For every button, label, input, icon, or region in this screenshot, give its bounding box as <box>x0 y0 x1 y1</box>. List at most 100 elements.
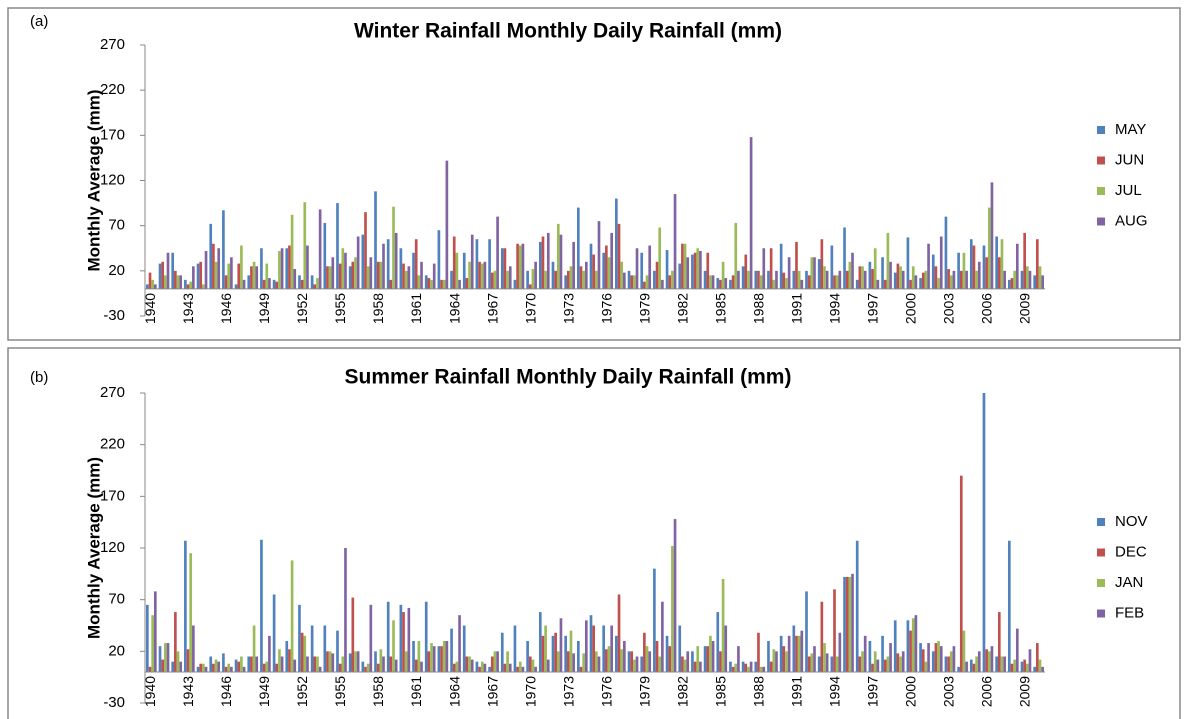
bar <box>937 641 940 672</box>
x-tick-label: 2003 <box>941 293 957 324</box>
bar <box>354 651 357 672</box>
bar <box>863 635 867 672</box>
bar <box>462 625 466 672</box>
bar <box>161 659 165 672</box>
x-tick-label: 1970 <box>522 293 538 324</box>
bar <box>285 248 289 289</box>
bar <box>678 625 682 672</box>
bar <box>686 257 690 289</box>
bar <box>655 641 659 672</box>
bar <box>817 259 821 289</box>
x-tick-label: 1946 <box>218 676 234 707</box>
bar <box>749 137 753 289</box>
bar <box>775 270 778 289</box>
bar <box>582 653 585 672</box>
bar <box>795 635 798 672</box>
bar <box>681 243 684 289</box>
x-tick-label: 1976 <box>598 293 614 324</box>
bar <box>737 270 740 289</box>
bar <box>455 252 459 289</box>
bar <box>528 656 532 672</box>
bar <box>747 666 750 672</box>
bar <box>1000 239 1004 289</box>
bar <box>623 641 626 672</box>
bar <box>767 270 770 289</box>
bar <box>881 257 884 289</box>
bar <box>146 604 149 672</box>
bar <box>356 651 360 672</box>
bar <box>424 601 428 672</box>
bar <box>584 261 588 289</box>
bar <box>179 275 183 289</box>
bar <box>230 257 233 289</box>
bar <box>414 239 418 289</box>
bar <box>171 252 175 289</box>
bar <box>855 540 859 672</box>
bar <box>326 266 329 289</box>
bar <box>445 160 449 289</box>
bar <box>876 659 880 672</box>
bar <box>493 270 497 289</box>
bar <box>450 270 453 289</box>
bar <box>661 601 664 672</box>
bar <box>737 646 740 672</box>
bar <box>807 656 811 672</box>
bar <box>521 666 525 672</box>
bar <box>823 266 826 289</box>
bar <box>323 625 327 672</box>
bar <box>919 643 922 672</box>
bar <box>351 597 355 672</box>
bar <box>356 236 360 289</box>
bar <box>782 646 786 672</box>
bar <box>490 272 494 289</box>
bar <box>792 270 796 289</box>
bar <box>931 651 935 672</box>
bar <box>643 281 646 289</box>
bar <box>577 207 580 289</box>
bar <box>721 579 725 672</box>
bar <box>731 666 735 672</box>
y-tick-label: 170 <box>100 126 125 143</box>
bar <box>214 659 218 672</box>
bar <box>871 663 874 672</box>
bar <box>883 659 887 672</box>
y-tick-label: 70 <box>108 591 125 608</box>
bar <box>924 270 928 289</box>
bar <box>556 651 560 672</box>
bar <box>997 257 1001 289</box>
bar <box>176 651 180 672</box>
bar <box>1000 656 1004 672</box>
bar <box>551 261 555 289</box>
x-tick-label: 1940 <box>142 676 158 707</box>
bar <box>414 659 418 672</box>
bar <box>164 275 167 289</box>
bar <box>468 656 471 672</box>
bar <box>906 620 910 672</box>
bar <box>184 540 187 672</box>
x-tick-label: 1988 <box>750 293 766 324</box>
bar <box>1003 656 1006 672</box>
bar <box>526 641 529 672</box>
bar <box>202 284 205 289</box>
y-tick-label: -30 <box>103 307 125 324</box>
bar <box>899 266 902 289</box>
panel-label: (b) <box>30 369 48 386</box>
bar <box>1003 270 1006 289</box>
bar <box>158 263 162 289</box>
bar <box>316 656 319 672</box>
bar <box>957 666 960 672</box>
bar <box>234 284 238 289</box>
bar <box>597 656 601 672</box>
bar <box>969 239 973 289</box>
bar <box>521 243 525 289</box>
bar <box>830 656 834 672</box>
bar <box>883 279 887 289</box>
bar <box>658 227 662 289</box>
bar <box>835 275 839 289</box>
bar <box>678 263 682 289</box>
bar <box>995 656 998 672</box>
bar <box>838 632 842 672</box>
bar <box>721 261 725 289</box>
